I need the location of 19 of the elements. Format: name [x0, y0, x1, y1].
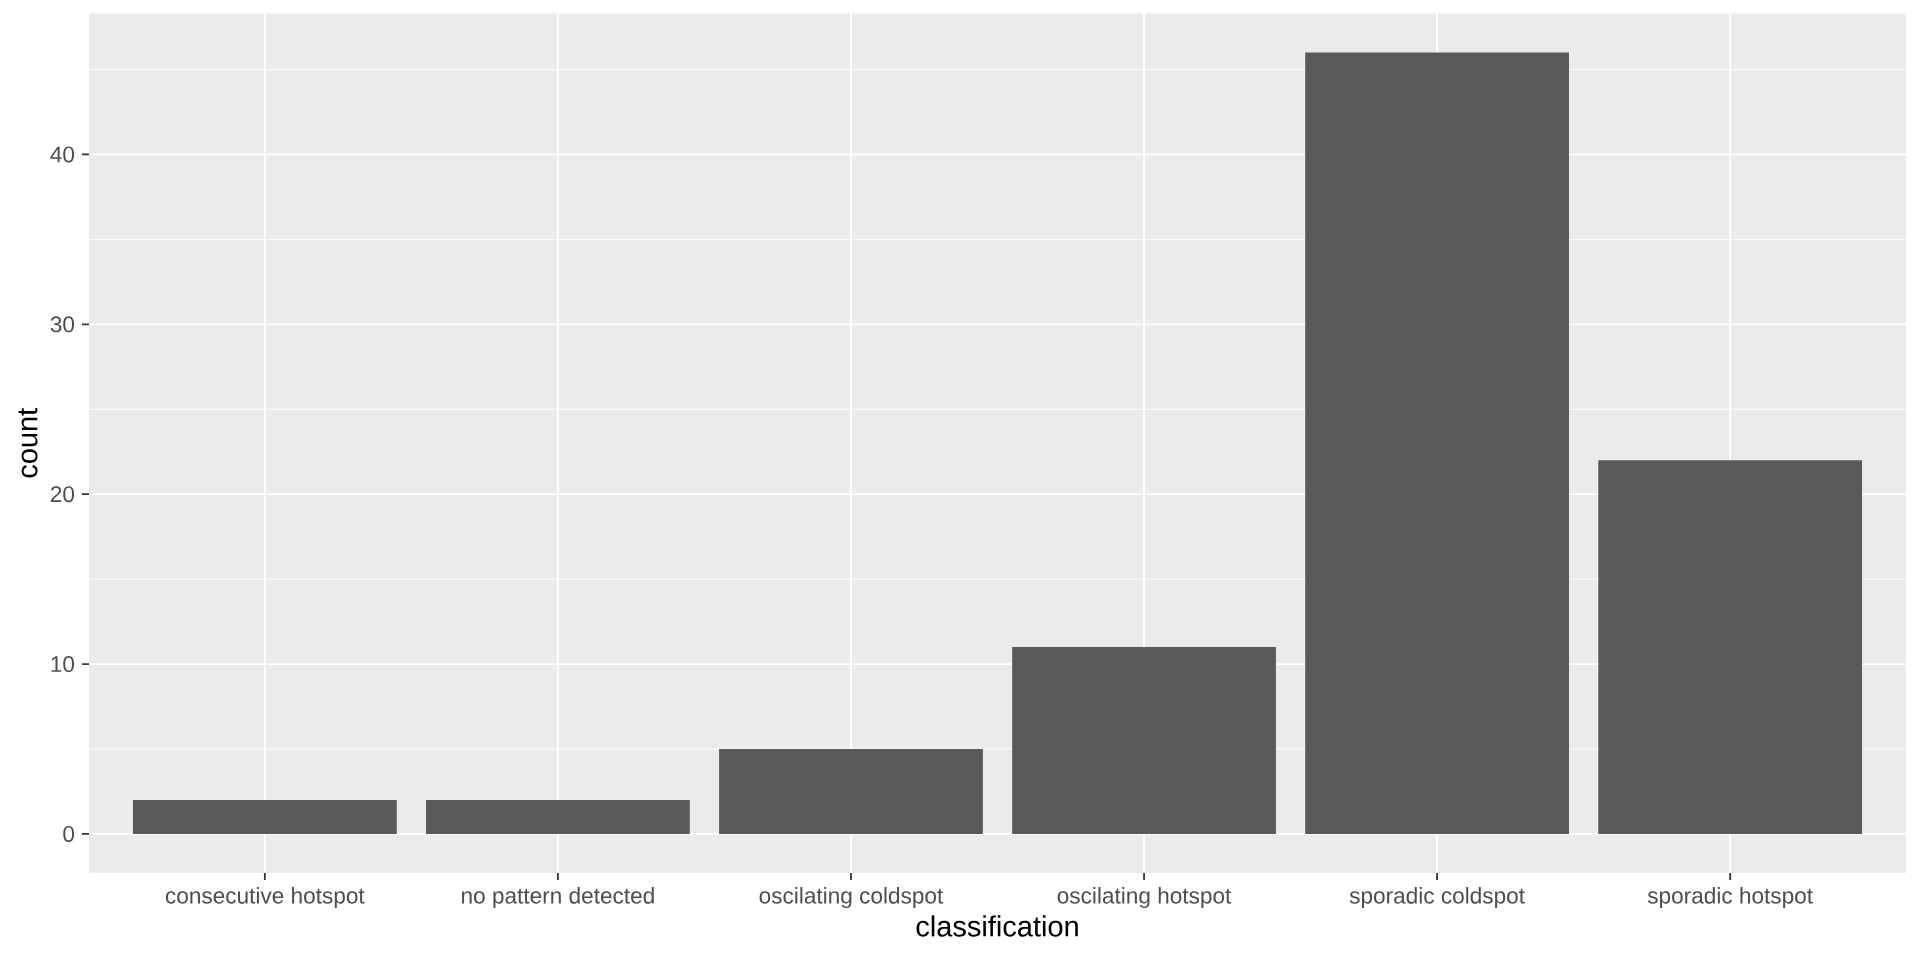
bar: [426, 799, 690, 834]
bar: [1305, 52, 1569, 834]
x-tick-label: consecutive hotspot: [165, 887, 365, 909]
y-tick-label: 20: [50, 486, 75, 503]
bar: [1598, 460, 1863, 834]
x-tick-label: no pattern detected: [462, 887, 654, 909]
bar: [132, 799, 397, 834]
y-tick-label: 30: [50, 316, 75, 333]
x-tick-label: sporadic hotspot: [1647, 887, 1813, 909]
bar: [719, 749, 983, 834]
y-tick-label: 0: [63, 825, 75, 842]
y-tick-label: 10: [51, 656, 75, 673]
x-tick-label: oscilating coldspot: [759, 887, 944, 909]
bar: [1012, 647, 1276, 834]
x-axis-title: classification: [916, 915, 1078, 937]
y-tick-label: 40: [50, 146, 75, 163]
y-axis-title: count: [18, 408, 38, 478]
x-tick-label: sporadic coldspot: [1349, 887, 1525, 909]
x-tick-label: oscilating hotspot: [1057, 887, 1232, 909]
